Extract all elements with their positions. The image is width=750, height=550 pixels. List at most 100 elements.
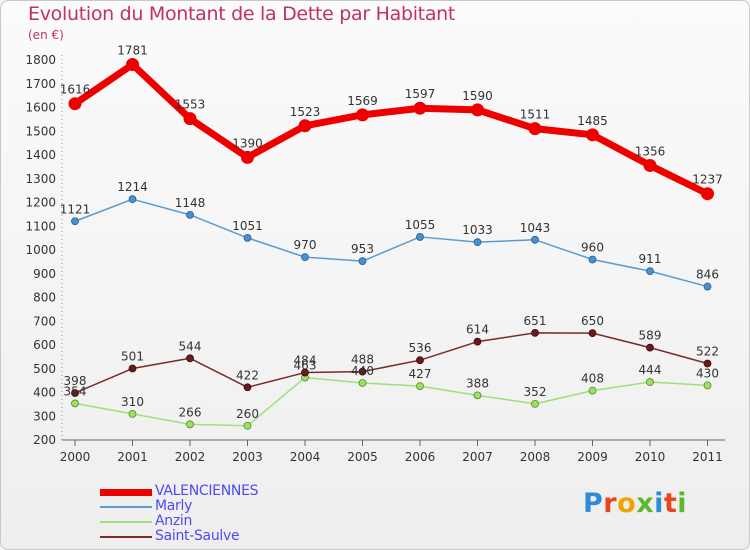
legend-label: Saint-Saulve [155, 528, 240, 544]
x-tick-label: 2003 [232, 450, 263, 464]
chart-title: Evolution du Montant de la Dette par Hab… [28, 3, 456, 25]
data-point [68, 97, 82, 111]
data-label: 1590 [462, 89, 493, 103]
data-point [128, 195, 137, 204]
data-point [703, 359, 712, 368]
data-label: 911 [639, 252, 662, 266]
y-tick-label: 900 [33, 267, 56, 281]
data-label: 1616 [60, 83, 91, 97]
data-point [473, 238, 482, 247]
data-point [471, 103, 484, 117]
data-point [301, 253, 309, 262]
data-label: 544 [179, 339, 202, 353]
data-point [473, 391, 482, 400]
data-point [241, 150, 254, 164]
data-label: 1781 [117, 44, 148, 58]
data-point [186, 354, 194, 363]
data-point [126, 58, 139, 72]
data-label: 310 [121, 395, 144, 409]
brand-letter: i [677, 488, 688, 519]
data-point [128, 409, 137, 418]
data-label: 398 [64, 374, 87, 388]
data-point [703, 282, 712, 291]
data-point [413, 101, 427, 115]
data-label: 1237 [692, 173, 723, 187]
data-label: 970 [294, 238, 317, 252]
data-label: 484 [294, 354, 317, 368]
y-tick-label: 1600 [25, 101, 56, 115]
x-tick-label: 2002 [175, 450, 206, 464]
data-point [646, 378, 654, 386]
x-tick-label: 2005 [347, 450, 378, 464]
data-point [643, 158, 657, 172]
y-tick-label: 1800 [25, 53, 56, 67]
data-label: 522 [696, 345, 719, 359]
series-line-marly [74, 198, 708, 288]
data-point [298, 119, 312, 133]
data-label: 1569 [347, 94, 378, 108]
legend-swatch [100, 506, 152, 508]
x-tick-label: 2009 [577, 450, 608, 464]
x-tick-label: 2000 [60, 450, 91, 464]
data-label: 266 [179, 405, 202, 419]
data-point [586, 128, 599, 142]
data-label: 589 [639, 329, 662, 343]
data-point [473, 337, 482, 346]
data-label: 427 [409, 367, 432, 381]
legend-swatch [100, 488, 152, 496]
data-label: 422 [236, 368, 259, 382]
legend-label: VALENCIENNES [155, 483, 259, 499]
data-point [128, 364, 137, 373]
y-tick-label: 200 [33, 433, 56, 447]
y-tick-label: 1400 [25, 148, 56, 162]
x-tick-label: 2008 [520, 450, 551, 464]
data-label: 354 [64, 384, 87, 398]
y-tick-label: 1700 [25, 77, 56, 91]
data-point [416, 233, 424, 241]
y-tick-label: 1000 [25, 243, 56, 257]
data-point [71, 217, 79, 226]
data-point [243, 233, 252, 242]
data-label: 1043 [520, 221, 551, 235]
data-point [186, 210, 194, 219]
data-label: 960 [581, 241, 604, 255]
data-point [588, 329, 597, 338]
data-point [588, 255, 597, 264]
data-point [243, 421, 252, 430]
data-label: 536 [409, 341, 432, 355]
data-label: 260 [236, 407, 259, 421]
data-label: 440 [351, 364, 374, 378]
labels-layer: 354 310 266 260 463 440 427 388 352 408 444 430 398 5… [60, 44, 723, 421]
data-point [358, 367, 367, 376]
data-point [243, 383, 252, 392]
data-label: 463 [294, 359, 317, 373]
data-point [531, 399, 539, 408]
brand-letter: P [583, 488, 604, 519]
x-tick-label: 2010 [635, 450, 666, 464]
brand-letter: x [636, 488, 655, 519]
data-point [183, 112, 197, 126]
data-label: 1033 [462, 223, 493, 237]
data-point [358, 257, 367, 266]
series-line-anzin [74, 376, 708, 427]
y-tick-label: 700 [33, 314, 56, 328]
data-point [301, 368, 309, 377]
data-label: 1051 [232, 219, 263, 233]
data-point [416, 382, 424, 390]
data-label: 1597 [405, 87, 436, 101]
data-label: 1511 [520, 108, 551, 122]
brand-letter: t [663, 488, 678, 519]
data-point [358, 379, 367, 387]
data-point [71, 389, 79, 397]
data-point [531, 328, 539, 337]
y-tick-label: 500 [33, 362, 56, 376]
y-tick-label: 1500 [25, 124, 56, 138]
data-label: 388 [466, 376, 489, 390]
series-layer [68, 58, 714, 430]
y-tick-label: 400 [33, 386, 56, 400]
line-chart: 200 300 400 500 600 700 800 900 1000 1100 1200 1300… [25, 44, 725, 464]
data-label: 1148 [175, 196, 206, 210]
x-tick-label: 2004 [290, 450, 321, 464]
data-point [416, 356, 424, 365]
